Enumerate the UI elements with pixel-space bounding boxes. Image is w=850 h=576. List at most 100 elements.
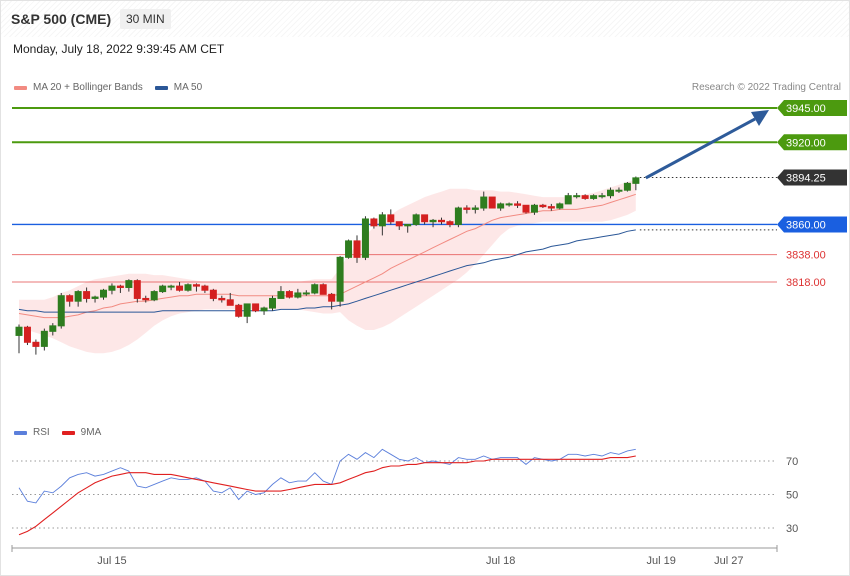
rsi-tick-30: 30 <box>786 523 798 535</box>
candle-body <box>285 291 293 298</box>
candle-body <box>404 223 412 227</box>
levels-layer: 3945.00 3920.00 3894.25 3860.00 3838.00 3818.… <box>12 100 847 289</box>
legend-item-ma20: MA 20 + Bollinger Bands <box>14 82 143 93</box>
candle-body <box>108 285 116 291</box>
legend-label-ma20: MA 20 + Bollinger Bands <box>33 82 143 93</box>
candle-body <box>226 299 234 306</box>
candle-body <box>159 285 167 293</box>
candle-body <box>361 218 369 258</box>
candle-body <box>581 195 589 199</box>
level-label-3945.00: 3945.00 <box>786 103 826 115</box>
rsi-layer: 70 50 30 <box>12 448 798 536</box>
forecast-arrow-layer <box>645 110 769 180</box>
candle-body <box>91 296 99 299</box>
candle-body <box>505 203 513 206</box>
candle-body <box>522 204 530 213</box>
rsi-tick-50: 50 <box>786 490 798 502</box>
legend-item-ma50: MA 50 <box>154 82 203 93</box>
candle-body <box>252 303 260 312</box>
candle-body <box>412 214 420 225</box>
main-legend: MA 20 + Bollinger Bands MA 50 <box>14 82 214 93</box>
candle-body <box>395 221 403 227</box>
forecast-arrow-shaft <box>645 117 756 180</box>
legend-swatch-9ma <box>61 430 75 435</box>
candle-body <box>598 195 606 198</box>
legend-label-9ma: 9MA <box>80 427 102 438</box>
candle-body <box>269 297 276 309</box>
candle-body <box>116 285 124 288</box>
candle-body <box>277 291 285 299</box>
candle-body <box>539 204 547 208</box>
level-label-3838.00: 3838.00 <box>786 250 826 262</box>
candle-body <box>429 219 437 223</box>
candle-body <box>133 280 141 299</box>
interval-badge[interactable]: 30 MIN <box>120 9 171 29</box>
candle-body <box>218 297 226 301</box>
level-tag-3945.00 <box>777 100 847 116</box>
time-tick-jul-19: Jul 19 <box>647 555 676 567</box>
legend-swatch-rsi <box>14 430 27 435</box>
level-label-3860.00: 3860.00 <box>786 219 826 231</box>
candle-body <box>345 240 353 258</box>
candle-body <box>235 304 243 317</box>
candle-body <box>23 326 31 343</box>
timestamp: Monday, July 18, 2022 9:39:45 AM CET <box>13 42 225 56</box>
legend-swatch-ma50 <box>154 85 168 90</box>
level-tag-3920.00 <box>777 134 847 151</box>
level-label-3818.00: 3818.00 <box>786 277 826 289</box>
candle-body <box>176 285 184 291</box>
candle-body <box>40 330 48 347</box>
rsi-series-rsi <box>18 448 636 504</box>
candle-body <box>615 189 623 192</box>
candle-body <box>100 289 107 298</box>
candle-body <box>564 195 572 205</box>
candle-body <box>294 292 302 298</box>
level-label-3920.00: 3920.00 <box>786 137 826 149</box>
candle-body <box>573 195 581 198</box>
candle-body <box>57 295 65 327</box>
time-tick-jul-18: Jul 18 <box>486 555 515 567</box>
candle-body <box>632 177 640 184</box>
rsi-tick-70: 70 <box>786 456 798 468</box>
candles-layer <box>15 176 640 355</box>
candle-body <box>463 207 471 210</box>
chart-title: S&P 500 (CME) <box>11 11 112 27</box>
candle-body <box>201 285 209 291</box>
candle-body <box>488 196 496 209</box>
candle-body <box>83 291 91 299</box>
candle-body <box>328 293 336 302</box>
candle-body <box>353 240 361 258</box>
candle-body <box>623 182 631 191</box>
legend-item-rsi: RSI <box>14 427 50 438</box>
last-price-label: 3894.25 <box>786 173 826 185</box>
candle-body <box>336 256 344 302</box>
candle-body <box>446 221 454 225</box>
legend-swatch-ma20 <box>14 85 27 90</box>
legend-item-9ma: 9MA <box>61 427 102 438</box>
credit-text: Research © 2022 Trading Central <box>691 82 841 93</box>
candle-body <box>370 218 378 227</box>
time-tick-jul-27: Jul 27 <box>714 555 743 567</box>
candle-body <box>438 219 445 223</box>
candle-body <box>302 292 310 295</box>
candle-body <box>556 203 564 209</box>
candle-body <box>514 203 522 206</box>
candle-body <box>260 307 268 312</box>
forecast-arrow-head <box>751 110 769 126</box>
last-price-tag <box>777 169 847 186</box>
candle-body <box>480 196 488 209</box>
legend-label-ma50: MA 50 <box>173 82 203 93</box>
ma50-line <box>18 229 636 313</box>
time-axis-layer: Jul 15 Jul 18 Jul 19 Jul 27 <box>11 545 778 567</box>
candle-body <box>66 295 74 302</box>
candle-body <box>547 206 555 209</box>
candle-body <box>497 203 505 209</box>
candle-body <box>471 207 479 210</box>
candle-body <box>311 284 319 294</box>
candle-body <box>49 325 57 332</box>
candle-body <box>378 214 386 227</box>
candle-body <box>454 207 462 225</box>
candle-body <box>142 297 150 301</box>
